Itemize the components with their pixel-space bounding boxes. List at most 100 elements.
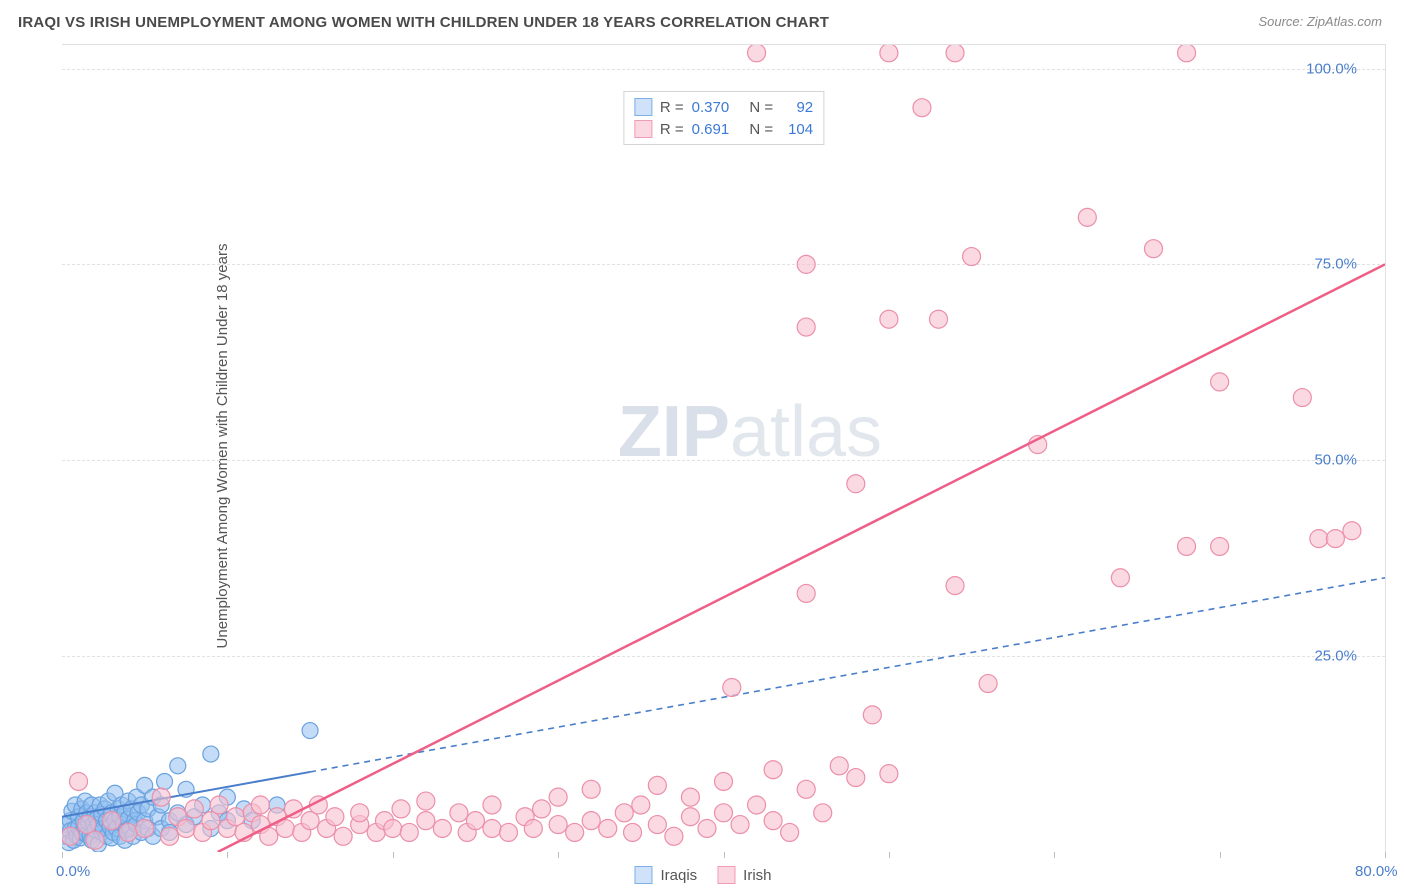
scatter-point-irish [285,800,303,818]
scatter-point-irish [979,675,997,693]
scatter-point-irish [648,816,666,834]
scatter-point-irish [615,804,633,822]
scatter-point-irish [160,827,178,845]
legend-row: R = 0.691 N = 104 [634,118,813,140]
scatter-point-irish [781,823,799,841]
scatter-point-irish [946,45,964,62]
scatter-point-irish [62,827,79,845]
scatter-point-irish [797,255,815,273]
scatter-point-irish [582,812,600,830]
scatter-point-irish [648,776,666,794]
scatter-point-irish [748,796,766,814]
legend-r-value: 0.370 [692,99,730,116]
scatter-point-irish [351,804,369,822]
chart-title: IRAQI VS IRISH UNEMPLOYMENT AMONG WOMEN … [18,14,829,31]
legend-label: Irish [743,867,771,884]
scatter-point-irish [764,761,782,779]
scatter-point-irish [764,812,782,830]
scatter-point-irish [433,819,451,837]
chart-plot-area: ZIPatlas R = 0.370 N = 92 R = 0.691 N = … [62,44,1386,852]
x-tick [1054,852,1055,858]
scatter-point-irish [847,769,865,787]
scatter-point-irish [1343,522,1361,540]
scatter-point-irish [1211,373,1229,391]
scatter-point-irish [1111,569,1129,587]
legend-r-label: R = [660,99,684,116]
series-legend: Iraqis Irish [634,866,771,884]
legend-swatch-irish [634,120,652,138]
legend-label: Iraqis [660,867,697,884]
legend-swatch-iraqis [634,866,652,884]
scatter-point-irish [1293,389,1311,407]
x-tick [393,852,394,858]
scatter-point-iraqis [203,746,219,762]
scatter-point-irish [1178,45,1196,62]
scatter-point-irish [549,788,567,806]
scatter-point-irish [797,780,815,798]
scatter-point-irish [963,248,981,266]
scatter-point-irish [1078,208,1096,226]
x-tick-label: 0.0% [56,863,90,880]
legend-item-iraqis: Iraqis [634,866,697,884]
scatter-point-irish [566,823,584,841]
scatter-point-irish [334,827,352,845]
scatter-point-irish [797,584,815,602]
scatter-point-irish [681,808,699,826]
scatter-point-irish [681,788,699,806]
scatter-point-irish [483,796,501,814]
scatter-point-irish [417,792,435,810]
trend-line-irish [218,264,1385,852]
scatter-point-irish [483,819,501,837]
scatter-point-irish [136,819,154,837]
scatter-point-irish [1326,530,1344,548]
scatter-point-irish [450,804,468,822]
scatter-point-irish [533,800,551,818]
scatter-point-irish [119,823,137,841]
scatter-point-irish [500,823,518,841]
scatter-point-irish [524,819,542,837]
legend-n-value: 92 [781,99,813,116]
scatter-point-irish [384,819,402,837]
x-tick [889,852,890,858]
scatter-point-irish [715,804,733,822]
scatter-point-irish [86,831,104,849]
x-tick [1385,852,1386,858]
scatter-point-irish [880,45,898,62]
scatter-point-irish [177,819,195,837]
scatter-point-irish [632,796,650,814]
source-name: ZipAtlas.com [1307,14,1382,29]
scatter-point-irish [251,796,269,814]
scatter-point-irish [797,318,815,336]
scatter-point-irish [814,804,832,822]
legend-n-label: N = [749,121,773,138]
scatter-point-irish [210,796,228,814]
source-attribution: Source: ZipAtlas.com [1258,13,1382,31]
scatter-point-irish [185,800,203,818]
legend-row: R = 0.370 N = 92 [634,96,813,118]
scatter-point-iraqis [302,723,318,739]
scatter-point-irish [665,827,683,845]
scatter-point-irish [152,788,170,806]
scatter-point-irish [1144,240,1162,258]
scatter-point-irish [946,577,964,595]
scatter-point-irish [1178,537,1196,555]
scatter-point-irish [913,99,931,117]
x-tick-label: 80.0% [1355,863,1398,880]
scatter-point-irish [417,812,435,830]
scatter-point-irish [698,819,716,837]
legend-n-value: 104 [781,121,813,138]
correlation-legend: R = 0.370 N = 92 R = 0.691 N = 104 [623,91,824,145]
x-tick [558,852,559,858]
scatter-point-irish [1211,537,1229,555]
scatter-point-iraqis [170,758,186,774]
scatter-point-irish [723,678,741,696]
scatter-point-irish [880,765,898,783]
scatter-point-iraqis [157,773,173,789]
scatter-point-irish [715,772,733,790]
legend-n-label: N = [749,99,773,116]
scatter-point-irish [624,823,642,841]
x-tick [1220,852,1221,858]
scatter-point-irish [70,772,88,790]
legend-item-irish: Irish [717,866,771,884]
scatter-point-irish [847,475,865,493]
